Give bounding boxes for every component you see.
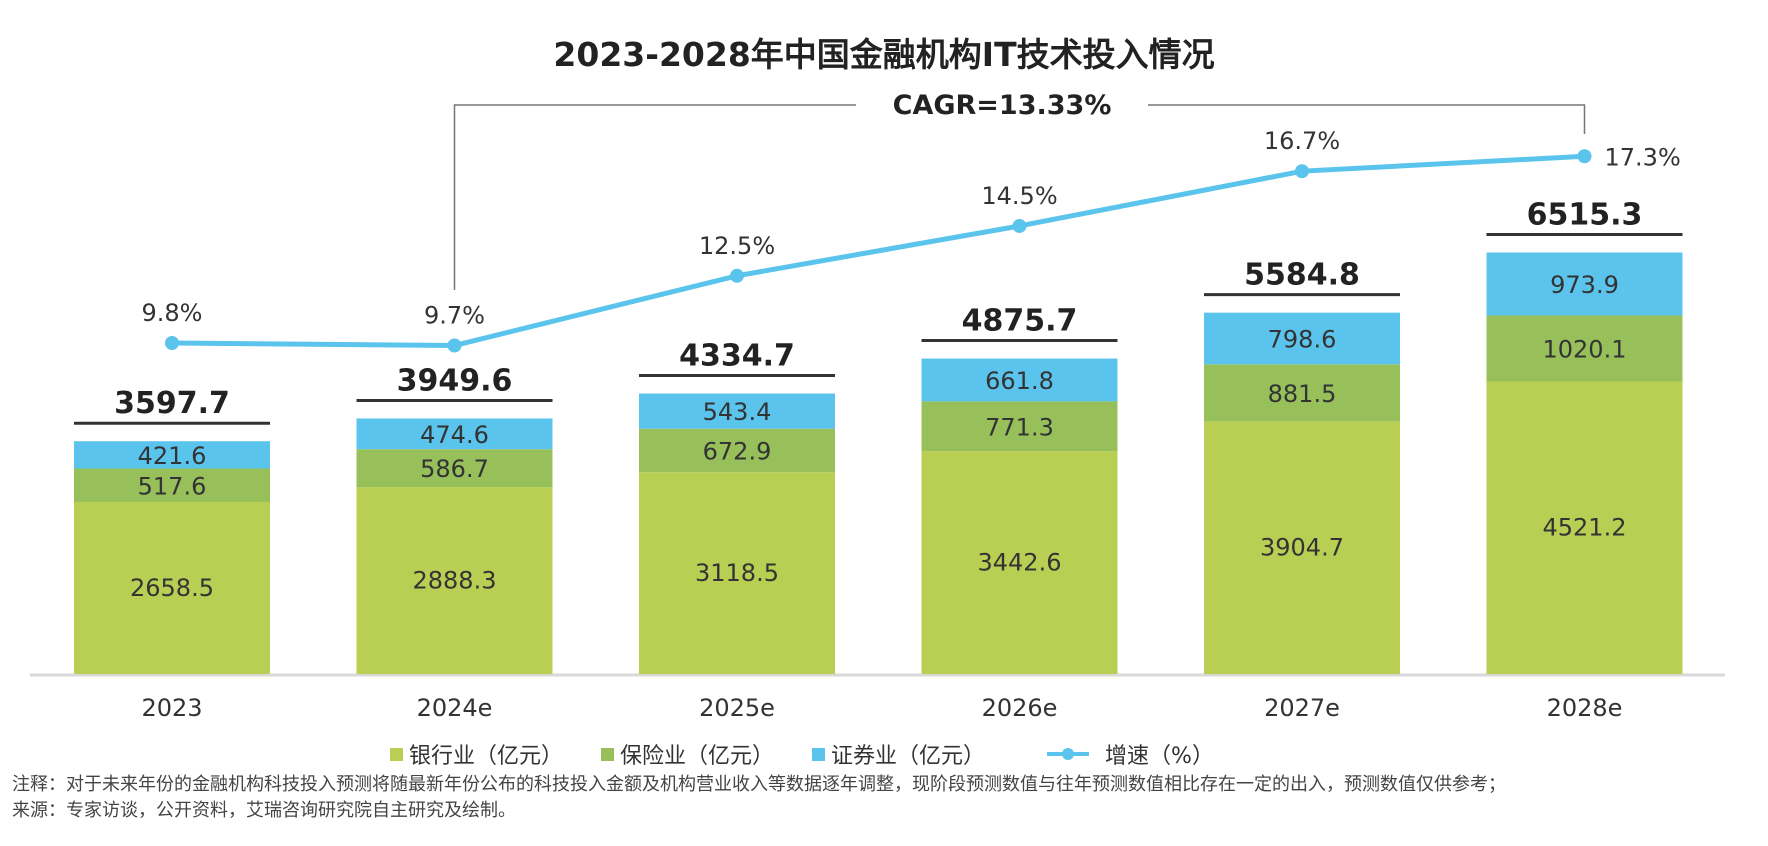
legend-swatch-banking [390,747,403,761]
chart-title: 2023-2028年中国金融机构IT技术投入情况 [553,35,1215,74]
legend-label-insurance: 保险业（亿元） [620,744,775,769]
growth-line [171,153,1585,348]
bar-2025e-series-1 [639,428,835,473]
data-label-2028e-series-0: 4521.2 [1543,514,1627,542]
data-label-2023-series-1: 517.6 [138,472,207,500]
growth-point-2025e [730,268,744,283]
data-label-2027e-series-2: 798.6 [1268,325,1337,353]
data-label-2025e-series-1: 672.9 [703,437,772,465]
data-label-2023-series-2: 421.6 [138,442,207,470]
growth-label-2026e: 14.5% [981,182,1057,210]
bar-2026e-series-1 [921,401,1118,452]
legend-label-growth: 增速（%） [1105,744,1214,769]
x-tick-label-2026e: 2026e [982,694,1058,722]
total-label-2023: 3597.7 [114,386,230,421]
bar-2023-series-1 [74,468,270,502]
legend-line-marker-icon [1047,748,1090,760]
data-label-2028e-series-2: 973.9 [1550,271,1619,299]
bar-2028e-series-2 [1486,252,1683,316]
total-label-2024e: 3949.6 [397,363,513,398]
growth-label-2025e: 12.5% [699,232,775,260]
data-label-2026e-series-2: 661.8 [985,367,1054,395]
data-label-2024e-series-2: 474.6 [420,421,489,449]
growth-point-2027e [1295,164,1309,179]
legend-item-banking: 银行业（亿元） [390,738,563,770]
x-tick-label-2025e: 2025e [699,694,775,722]
growth-label-2024e: 9.7% [424,301,485,329]
growth-point-2024e [447,338,462,353]
total-label-2025e: 4334.7 [679,339,795,374]
bar-2024e-series-1 [356,449,553,488]
data-label-2023-series-0: 2658.5 [130,574,214,602]
data-label-2024e-series-1: 586.7 [420,455,489,483]
data-label-2025e-series-2: 543.4 [703,398,772,426]
footnotes: 注释：对于未来年份的金融机构科技投入预测将随最新年份公布的科技投入金额及机构营业… [12,772,1762,824]
legend-item-growth: 增速（%） [1045,738,1214,770]
bar-2028e-series-1 [1486,315,1683,382]
bar-2026e-series-2 [921,358,1118,402]
note-text: 注释：对于未来年份的金融机构科技投入预测将随最新年份公布的科技投入金额及机构营业… [12,774,1506,795]
legend-item-insurance: 保险业（亿元） [601,738,774,770]
bar-2024e-series-2 [356,418,553,450]
bar-2025e-series-2 [639,393,835,429]
x-tick-label-2028e: 2028e [1547,694,1623,722]
data-label-2026e-series-1: 771.3 [985,413,1054,441]
bar-2028e-series-0 [1486,381,1683,674]
x-tick-label-2024e: 2024e [417,694,493,722]
cagr-bracket-left [453,104,856,290]
cagr-bracket-right [1148,104,1586,134]
total-label-2028e: 6515.3 [1527,197,1643,232]
growth-point-2026e [1012,218,1027,233]
data-label-2024e-series-0: 2888.3 [413,567,497,595]
bar-2023-series-2 [74,441,270,469]
bar-2025e-series-0 [639,472,835,674]
bar-2024e-series-0 [356,487,553,674]
data-label-2026e-series-0: 3442.6 [978,549,1062,577]
legend-swatch-securities [812,747,826,761]
x-tick-label-2027e: 2027e [1264,694,1340,722]
bar-2026e-series-0 [921,451,1118,674]
bar-2027e-series-1 [1204,364,1400,422]
bar-2027e-series-2 [1204,312,1400,365]
cagr-annotation: CAGR=13.33% [893,90,1112,121]
x-tick-label-2023: 2023 [141,694,202,722]
growth-label-2027e: 16.7% [1264,127,1340,155]
total-label-2027e: 5584.8 [1244,258,1360,293]
data-label-2027e-series-0: 3904.7 [1260,534,1344,562]
source-text: 来源：专家访谈，公开资料，艾瑞咨询研究院自主研究及绘制。 [12,800,516,821]
bar-2027e-series-0 [1204,421,1400,674]
data-label-2028e-series-1: 1020.1 [1543,335,1627,363]
legend-swatch-insurance [601,747,615,761]
legend-label-banking: 银行业（亿元） [409,744,564,769]
data-label-2027e-series-1: 881.5 [1268,380,1337,408]
growth-point-2023 [165,336,179,350]
legend-item-securities: 证券业（亿元） [812,738,985,770]
data-label-2025e-series-0: 3118.5 [695,559,779,587]
legend-label-securities: 证券业（亿元） [831,744,986,769]
growth-label-2023: 9.8% [142,299,203,327]
bar-2023-series-0 [74,501,270,674]
growth-point-2028e [1577,149,1592,164]
growth-label-2028e: 17.3% [1605,143,1681,171]
total-label-2026e: 4875.7 [962,304,1078,339]
legend: 银行业（亿元） 保险业（亿元） 证券业（亿元） 增速（%） [390,738,1214,770]
